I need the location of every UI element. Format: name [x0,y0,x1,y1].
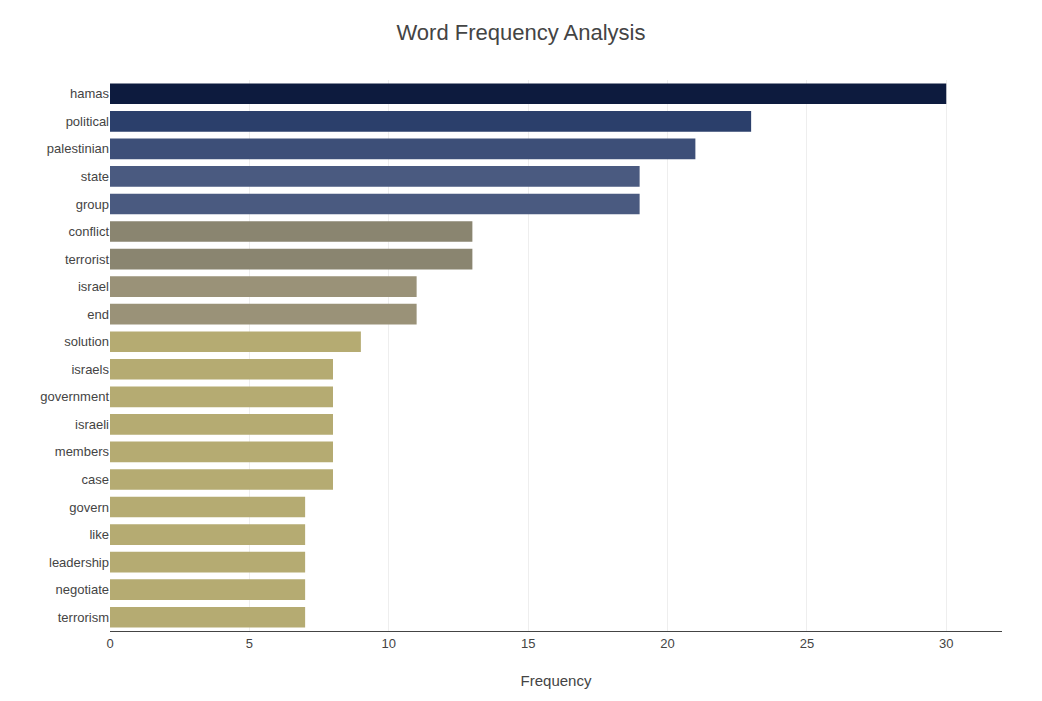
svg-text:terrorist: terrorist [65,252,109,267]
svg-text:conflict: conflict [69,224,110,239]
svg-text:10: 10 [382,636,396,651]
svg-text:0: 0 [106,636,113,651]
svg-text:govern: govern [69,500,109,515]
svg-text:israel: israel [78,279,109,294]
svg-text:Word Frequency Analysis: Word Frequency Analysis [396,20,645,45]
svg-text:israeli: israeli [75,417,109,432]
svg-text:30: 30 [939,636,953,651]
svg-text:group: group [76,197,109,212]
svg-text:15: 15 [521,636,535,651]
svg-text:25: 25 [800,636,814,651]
svg-text:political: political [66,114,109,129]
svg-text:Frequency: Frequency [521,672,592,689]
svg-text:hamas: hamas [70,86,110,101]
svg-text:palestinian: palestinian [47,141,109,156]
svg-text:negotiate: negotiate [56,582,110,597]
svg-text:like: like [89,527,109,542]
svg-text:5: 5 [246,636,253,651]
svg-text:end: end [87,307,109,322]
svg-text:20: 20 [660,636,674,651]
svg-text:leadership: leadership [49,555,109,570]
svg-text:case: case [82,472,109,487]
svg-text:israels: israels [71,362,109,377]
svg-text:government: government [40,389,109,404]
svg-text:terrorism: terrorism [58,610,109,625]
svg-text:members: members [55,444,110,459]
svg-text:state: state [81,169,109,184]
svg-text:solution: solution [64,334,109,349]
